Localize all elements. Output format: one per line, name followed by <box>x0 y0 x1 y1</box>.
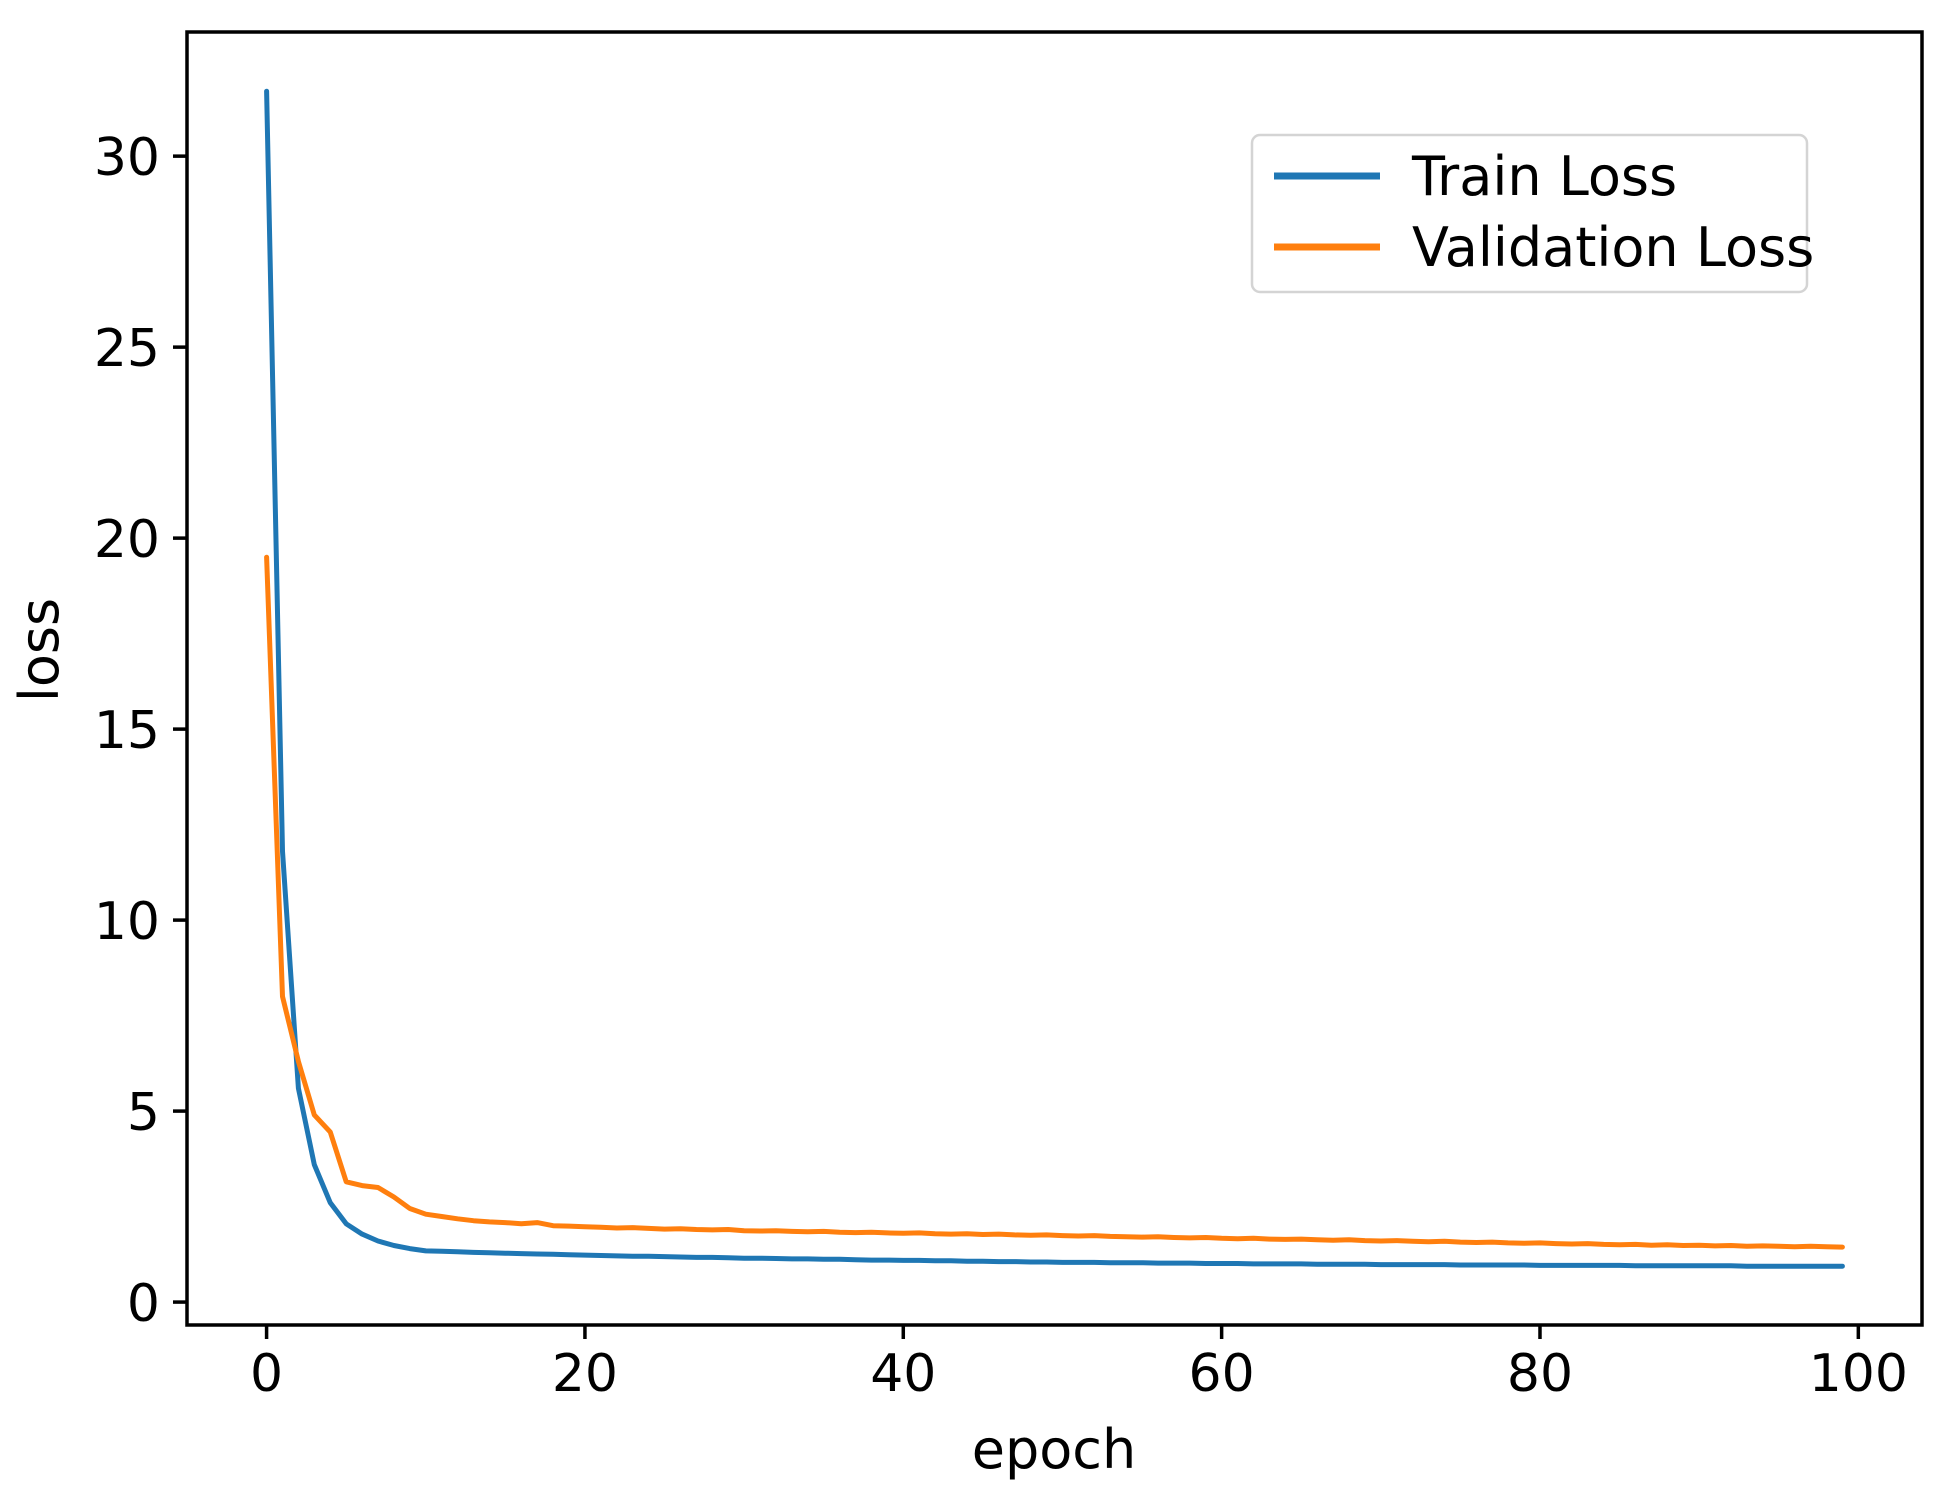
legend-label-validation: Validation Loss <box>1412 216 1814 279</box>
y-tick-label: 30 <box>94 128 160 188</box>
y-axis-label: loss <box>8 598 71 702</box>
axes-frame <box>185 30 1924 1327</box>
x-axis-label: epoch <box>972 1418 1136 1481</box>
legend: Train Loss Validation Loss <box>1250 133 1814 294</box>
y-tick-label: 20 <box>94 510 160 570</box>
x-tick-label: 40 <box>870 1344 936 1404</box>
y-tick-label: 25 <box>94 319 160 379</box>
chart-series-lines <box>264 88 1845 1269</box>
y-tick-label: 5 <box>127 1083 160 1143</box>
x-tick-label: 60 <box>1189 1344 1255 1404</box>
series-line-validation-loss <box>264 554 1845 1250</box>
x-tick-label: 0 <box>250 1344 283 1404</box>
y-axis-ticks: 0 5 10 15 20 25 30 <box>94 128 187 1334</box>
y-tick-label: 0 <box>127 1274 160 1334</box>
x-tick-label: 100 <box>1809 1344 1908 1404</box>
series-line-train-loss <box>264 88 1845 1269</box>
legend-label-train: Train Loss <box>1411 145 1677 208</box>
x-axis-ticks: 0 20 40 60 80 100 <box>250 1325 1908 1404</box>
y-tick-label: 15 <box>94 701 160 761</box>
x-tick-label: 20 <box>552 1344 618 1404</box>
x-tick-label: 80 <box>1507 1344 1573 1404</box>
legend-box <box>1250 133 1809 294</box>
y-tick-label: 10 <box>94 892 160 952</box>
